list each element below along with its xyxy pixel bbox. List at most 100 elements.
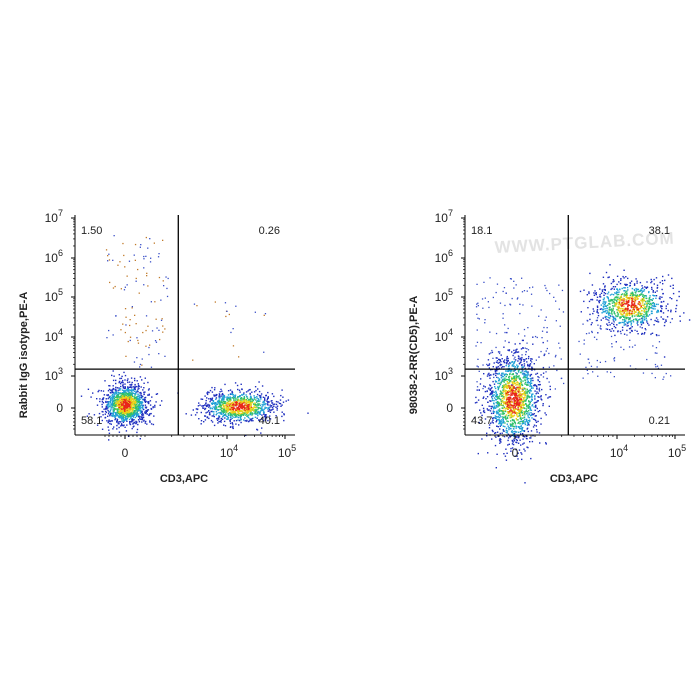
data-point	[232, 395, 235, 398]
data-point	[579, 290, 582, 293]
data-point	[603, 301, 606, 303]
data-point	[495, 404, 498, 407]
data-point	[245, 394, 247, 396]
data-point	[507, 390, 510, 392]
data-point	[106, 420, 108, 422]
data-point	[634, 299, 636, 301]
data-point	[166, 295, 169, 298]
data-point	[476, 389, 478, 391]
data-point	[616, 283, 618, 286]
data-point	[132, 413, 134, 415]
data-point	[526, 396, 528, 398]
data-point	[526, 424, 529, 426]
data-point	[505, 427, 508, 429]
data-point	[591, 298, 593, 301]
data-point	[116, 397, 118, 399]
data-point	[121, 414, 123, 416]
data-point	[120, 425, 122, 427]
data-point	[542, 341, 544, 344]
data-point	[268, 406, 271, 408]
data-point	[524, 367, 526, 370]
data-point	[520, 395, 522, 397]
data-point	[122, 396, 124, 398]
data-point	[537, 379, 539, 381]
data-point	[494, 432, 496, 434]
data-point	[625, 317, 628, 320]
data-point	[502, 412, 504, 414]
data-point	[134, 407, 136, 409]
data-point	[112, 414, 114, 416]
data-point	[535, 405, 537, 408]
data-point	[147, 394, 149, 396]
data-point	[586, 294, 588, 296]
data-point	[627, 303, 629, 306]
data-point	[656, 286, 659, 289]
data-point	[118, 404, 120, 406]
data-point	[599, 299, 601, 302]
data-point	[618, 306, 621, 308]
data-point	[138, 409, 141, 411]
data-point	[258, 407, 261, 409]
data-point	[509, 415, 511, 417]
data-point	[136, 337, 138, 339]
data-point	[520, 371, 522, 374]
data-point	[608, 321, 610, 324]
data-point	[529, 406, 531, 408]
data-point	[639, 315, 642, 317]
data-point	[219, 402, 221, 404]
data-point	[222, 400, 225, 403]
data-point	[237, 416, 240, 419]
data-point	[119, 402, 121, 405]
data-point	[532, 393, 534, 395]
data-point	[216, 403, 219, 406]
data-point	[521, 399, 523, 402]
data-point	[241, 408, 243, 410]
data-point	[620, 316, 622, 318]
data-point	[624, 287, 626, 289]
data-point	[498, 386, 500, 389]
data-point	[614, 292, 616, 294]
data-point	[130, 409, 132, 411]
data-point	[644, 308, 647, 310]
data-point	[104, 410, 107, 413]
data-point	[109, 399, 112, 401]
data-point	[524, 399, 526, 402]
data-point	[538, 390, 541, 392]
data-point	[137, 391, 139, 393]
data-point	[271, 409, 273, 411]
data-point	[265, 402, 267, 405]
data-point	[120, 394, 123, 397]
data-point	[522, 419, 525, 422]
data-point	[507, 437, 510, 439]
data-point	[624, 323, 626, 325]
data-point	[235, 409, 237, 411]
data-point	[497, 404, 499, 407]
data-point	[678, 295, 680, 298]
data-point	[639, 307, 641, 310]
data-point	[107, 255, 109, 257]
data-point	[521, 373, 524, 375]
data-point	[655, 297, 657, 299]
data-point	[136, 402, 138, 404]
data-point	[473, 417, 476, 419]
data-point	[655, 277, 658, 279]
data-point	[627, 324, 629, 327]
data-point	[257, 409, 259, 411]
data-point	[509, 385, 511, 387]
data-point	[271, 393, 274, 395]
data-point	[134, 390, 136, 393]
data-point	[534, 384, 536, 386]
data-point	[124, 415, 126, 417]
data-point	[521, 384, 523, 386]
data-point	[524, 370, 526, 373]
data-point	[513, 365, 515, 367]
data-point	[532, 377, 534, 379]
data-point	[604, 308, 606, 310]
data-point	[493, 394, 495, 396]
data-point	[534, 409, 536, 411]
data-point	[532, 413, 534, 416]
data-point	[192, 359, 194, 361]
data-point	[650, 299, 653, 301]
data-point	[528, 389, 530, 392]
data-point	[113, 392, 115, 394]
